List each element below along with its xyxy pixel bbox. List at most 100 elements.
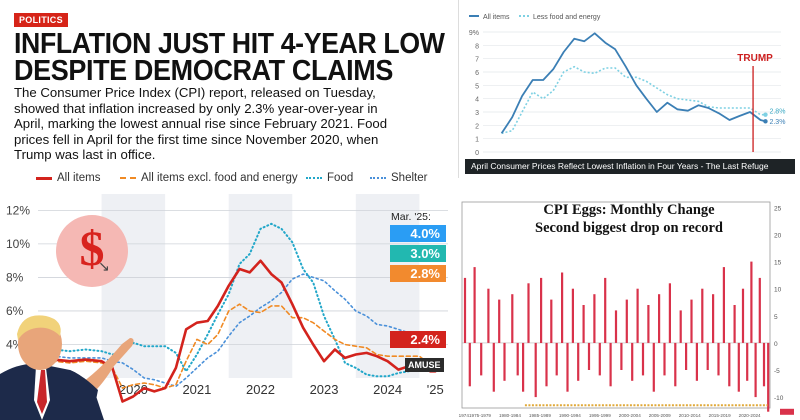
bar bbox=[679, 310, 682, 343]
bar bbox=[668, 283, 671, 343]
eggs-chart-subtitle: Second biggest drop on record bbox=[535, 220, 723, 236]
category-tag[interactable]: POLITICS bbox=[14, 13, 68, 27]
x-tick-label: 2023 bbox=[310, 382, 339, 397]
y-tick-label: 6% bbox=[6, 304, 24, 318]
cpi-line-chart: 4%6%8%10%12%2020 2021 2022 2023 2024'25 bbox=[6, 194, 448, 403]
eggs-chart-title: CPI Eggs: Monthly Change bbox=[543, 202, 715, 218]
y-tick-label: -10 bbox=[774, 395, 784, 402]
headline-line-1: INFLATION JUST HIT 4-YEAR LOW bbox=[14, 28, 445, 60]
arrow-down-right-icon: ↘ bbox=[98, 259, 110, 275]
body-line: showed that inflation increased by only … bbox=[14, 100, 378, 116]
y-tick-label: 10 bbox=[774, 287, 782, 294]
bar bbox=[685, 342, 688, 370]
x-tick-label: 1974 bbox=[459, 413, 470, 418]
series-line bbox=[500, 32, 766, 134]
bar bbox=[674, 342, 677, 387]
bar bbox=[593, 294, 596, 343]
series-line-shelter bbox=[37, 273, 437, 388]
y-tick-label: 8% bbox=[6, 270, 24, 284]
legend-food: Food bbox=[306, 172, 353, 184]
year-band bbox=[228, 194, 293, 378]
bar bbox=[631, 342, 634, 381]
legend-label: All items bbox=[57, 172, 101, 184]
bar bbox=[545, 342, 548, 387]
cpi-four-year-chart: 0 1 2 3 4 5 6 7 8 9% All items Less food and energy… bbox=[469, 14, 786, 157]
bar bbox=[658, 294, 661, 343]
bar bbox=[733, 305, 736, 343]
bar bbox=[758, 277, 761, 343]
body-line: April, marking the lowest annual rise si… bbox=[14, 116, 388, 131]
bar bbox=[534, 342, 537, 398]
legend-label: Food bbox=[327, 172, 354, 184]
x-tick-label: 2010-2014 bbox=[679, 413, 701, 418]
bar bbox=[582, 305, 585, 343]
x-tick-label: 2024 bbox=[373, 382, 402, 397]
y-tick-label: 5 bbox=[774, 314, 778, 321]
latest-value-marker bbox=[780, 408, 794, 415]
y-tick-label: 8 bbox=[475, 43, 479, 50]
end-point bbox=[763, 119, 768, 124]
bar bbox=[516, 342, 519, 376]
bar bbox=[728, 342, 731, 387]
latest-label: Mar. '25: bbox=[391, 211, 431, 223]
chart-legend: All items All items excl. food and energ… bbox=[28, 172, 448, 188]
y-tick-label: 0 bbox=[774, 341, 778, 348]
body-line: prices fell in April for the first time … bbox=[14, 131, 379, 147]
bar bbox=[609, 342, 612, 387]
y-tick-label: 9% bbox=[469, 30, 479, 37]
legend-excl-food-energy: All items excl. food and energy bbox=[120, 172, 298, 184]
end-point bbox=[763, 112, 768, 117]
legend-label: All items excl. food and energy bbox=[141, 172, 298, 184]
headline-line-2: DESPITE DEMOCRAT CLAIMS bbox=[14, 55, 394, 87]
bar bbox=[762, 342, 766, 387]
bar bbox=[717, 342, 720, 376]
bar bbox=[566, 342, 569, 392]
y-tick-label: -5 bbox=[774, 368, 780, 375]
body-line: Trump was last in office. bbox=[14, 147, 156, 162]
legend-swatch bbox=[370, 177, 386, 179]
badge-core: 2.8% bbox=[390, 265, 446, 282]
bar bbox=[746, 342, 749, 381]
bar bbox=[652, 342, 655, 392]
bar bbox=[663, 342, 666, 376]
bar bbox=[550, 299, 553, 343]
series-line-all-items bbox=[36, 259, 437, 403]
series-line-all-items-excl-food-and-energy bbox=[37, 303, 437, 389]
x-tick-label: '25 bbox=[427, 382, 444, 397]
x-tick-label: 1990-1994 bbox=[559, 413, 581, 418]
person-pointing-illustration bbox=[0, 315, 134, 420]
article-body: The Consumer Price Index (CPI) report, r… bbox=[14, 85, 444, 163]
legend-all-items: All items bbox=[36, 172, 100, 184]
bar bbox=[722, 267, 725, 343]
bar bbox=[561, 272, 564, 343]
bar bbox=[614, 310, 618, 343]
plot-frame bbox=[461, 201, 771, 409]
x-tick-label: 2021 bbox=[182, 382, 211, 397]
y-tick-label: 3 bbox=[475, 110, 479, 117]
trump-annotation: TRUMP bbox=[737, 53, 773, 64]
article-panel: POLITICS INFLATION JUST HIT 4-YEAR LOW D… bbox=[0, 13, 448, 420]
bar bbox=[473, 267, 476, 343]
watermark-logo: AMUSE bbox=[405, 358, 444, 372]
end-label: 2.3% bbox=[769, 119, 785, 126]
bar bbox=[503, 342, 506, 381]
y-tick-label: 10% bbox=[6, 237, 30, 251]
bar bbox=[463, 277, 467, 343]
x-tick-label: 2020 bbox=[119, 382, 148, 397]
bar bbox=[598, 342, 601, 376]
legend-label: Shelter bbox=[391, 172, 428, 184]
y-tick-label: 7 bbox=[475, 57, 479, 64]
y-tick-label: 6 bbox=[475, 70, 479, 77]
bar bbox=[641, 342, 645, 376]
end-label: 2.8% bbox=[769, 108, 785, 115]
bar bbox=[492, 342, 495, 392]
bar bbox=[468, 342, 471, 387]
eggs-monthly-change-chart: -10 -5 0 5 10 15 20 25 1974 1975-1979 1980-1984 198… bbox=[459, 201, 794, 418]
bar bbox=[690, 299, 693, 343]
bar bbox=[741, 288, 745, 343]
bar bbox=[527, 283, 530, 343]
series-line bbox=[501, 65, 766, 135]
badge-food: 3.0% bbox=[390, 245, 446, 262]
bar bbox=[480, 342, 483, 376]
legend-label: Less food and energy bbox=[533, 14, 601, 21]
